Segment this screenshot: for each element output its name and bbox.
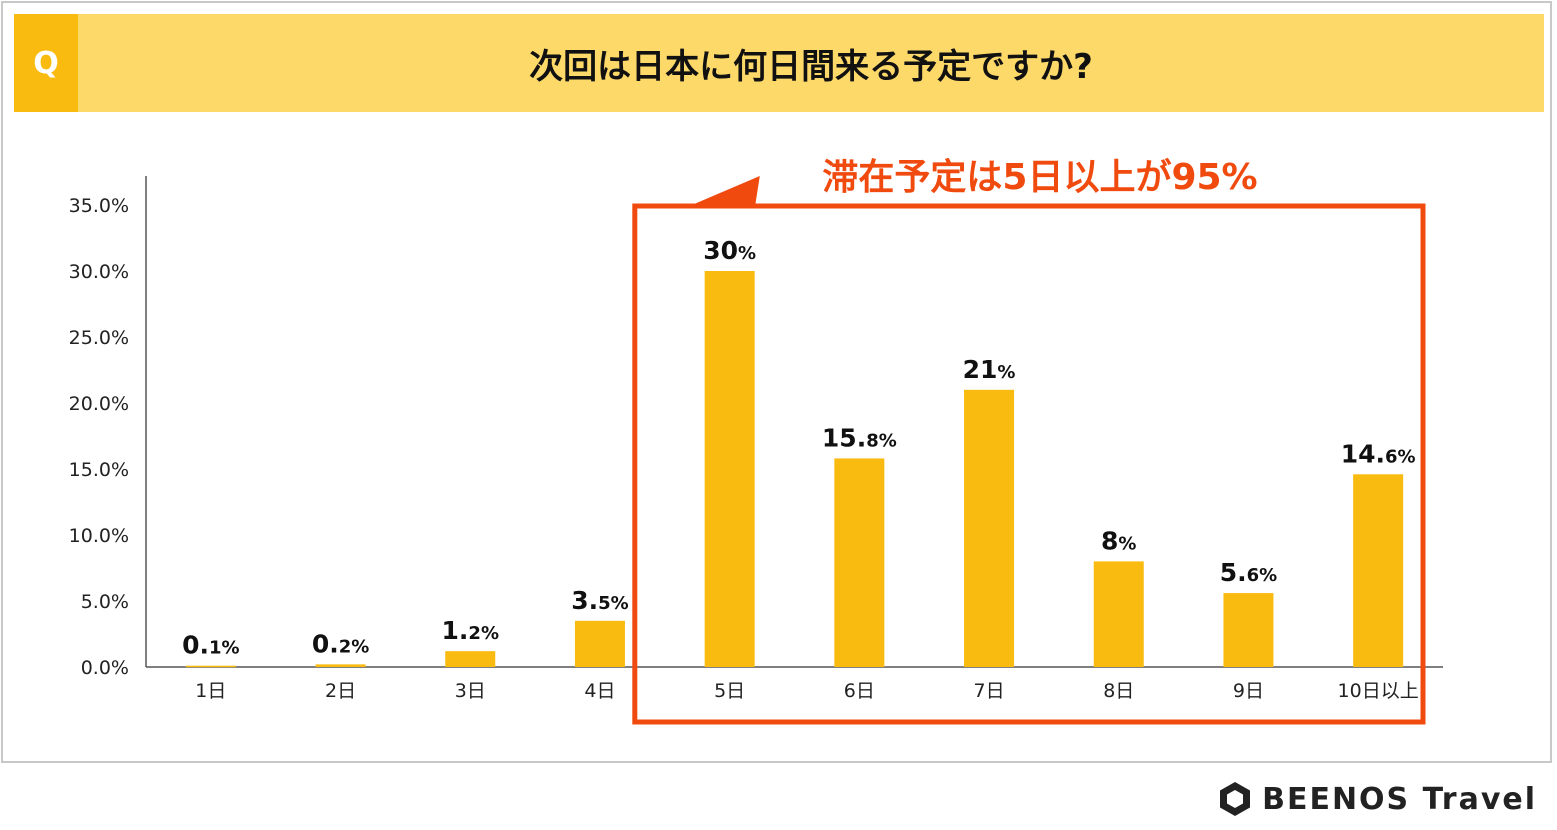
- y-tick-label: 0.0%: [81, 657, 129, 679]
- x-tick-label: 2日: [325, 680, 356, 702]
- y-tick-label: 25.0%: [69, 327, 129, 349]
- data-label: 30%: [703, 236, 756, 265]
- y-tick-label: 30.0%: [69, 261, 129, 283]
- y-tick-label: 5.0%: [81, 591, 129, 613]
- highlight-box: [632, 203, 1426, 725]
- bar: [1223, 593, 1274, 667]
- x-tick-label: 3日: [455, 680, 486, 702]
- chart-frame: [1, 1, 1552, 763]
- x-tick-label: 1日: [195, 680, 226, 702]
- callout-pointer: [684, 176, 760, 208]
- bar: [834, 458, 885, 667]
- data-label: 21%: [963, 355, 1016, 384]
- x-tick-label: 7日: [974, 680, 1005, 702]
- data-label: 14.6%: [1341, 439, 1416, 468]
- data-label: 8%: [1101, 526, 1136, 555]
- data-label: 15.8%: [822, 423, 897, 452]
- bar: [445, 651, 496, 667]
- x-tick-label: 6日: [844, 680, 875, 702]
- bar: [315, 664, 366, 667]
- data-label: 0.2%: [312, 629, 369, 658]
- data-label: 5.6%: [1220, 558, 1277, 587]
- highlight-callout: 滞在予定は5日以上が95%: [822, 157, 1258, 198]
- bar: [574, 620, 625, 667]
- bar: [1353, 474, 1404, 667]
- bar: [964, 389, 1015, 667]
- question-header: [14, 14, 1544, 112]
- hexagon-logo-icon: [1220, 782, 1251, 816]
- question-badge: Q: [14, 14, 78, 112]
- bar: [1093, 561, 1144, 667]
- x-tick-label: 5日: [714, 680, 745, 702]
- y-tick-label: 35.0%: [69, 195, 129, 217]
- bar: [185, 665, 236, 668]
- x-tick-label: 10日以上: [1338, 680, 1419, 702]
- data-label: 3.5%: [571, 586, 628, 615]
- x-tick-label: 8日: [1103, 680, 1134, 702]
- brand-name: BEENOS Travel: [1262, 781, 1537, 817]
- brand-logo: BEENOS Travel: [1218, 781, 1537, 817]
- x-tick-label: 4日: [584, 680, 615, 702]
- data-label: 0.1%: [182, 631, 239, 660]
- bar: [704, 271, 755, 667]
- y-tick-label: 15.0%: [69, 459, 129, 481]
- y-tick-label: 10.0%: [69, 525, 129, 547]
- question-title: 次回は日本に何日間来る予定ですか?: [529, 46, 1093, 87]
- x-tick-label: 9日: [1233, 680, 1264, 702]
- data-label: 1.2%: [442, 616, 499, 645]
- y-tick-label: 20.0%: [69, 393, 129, 415]
